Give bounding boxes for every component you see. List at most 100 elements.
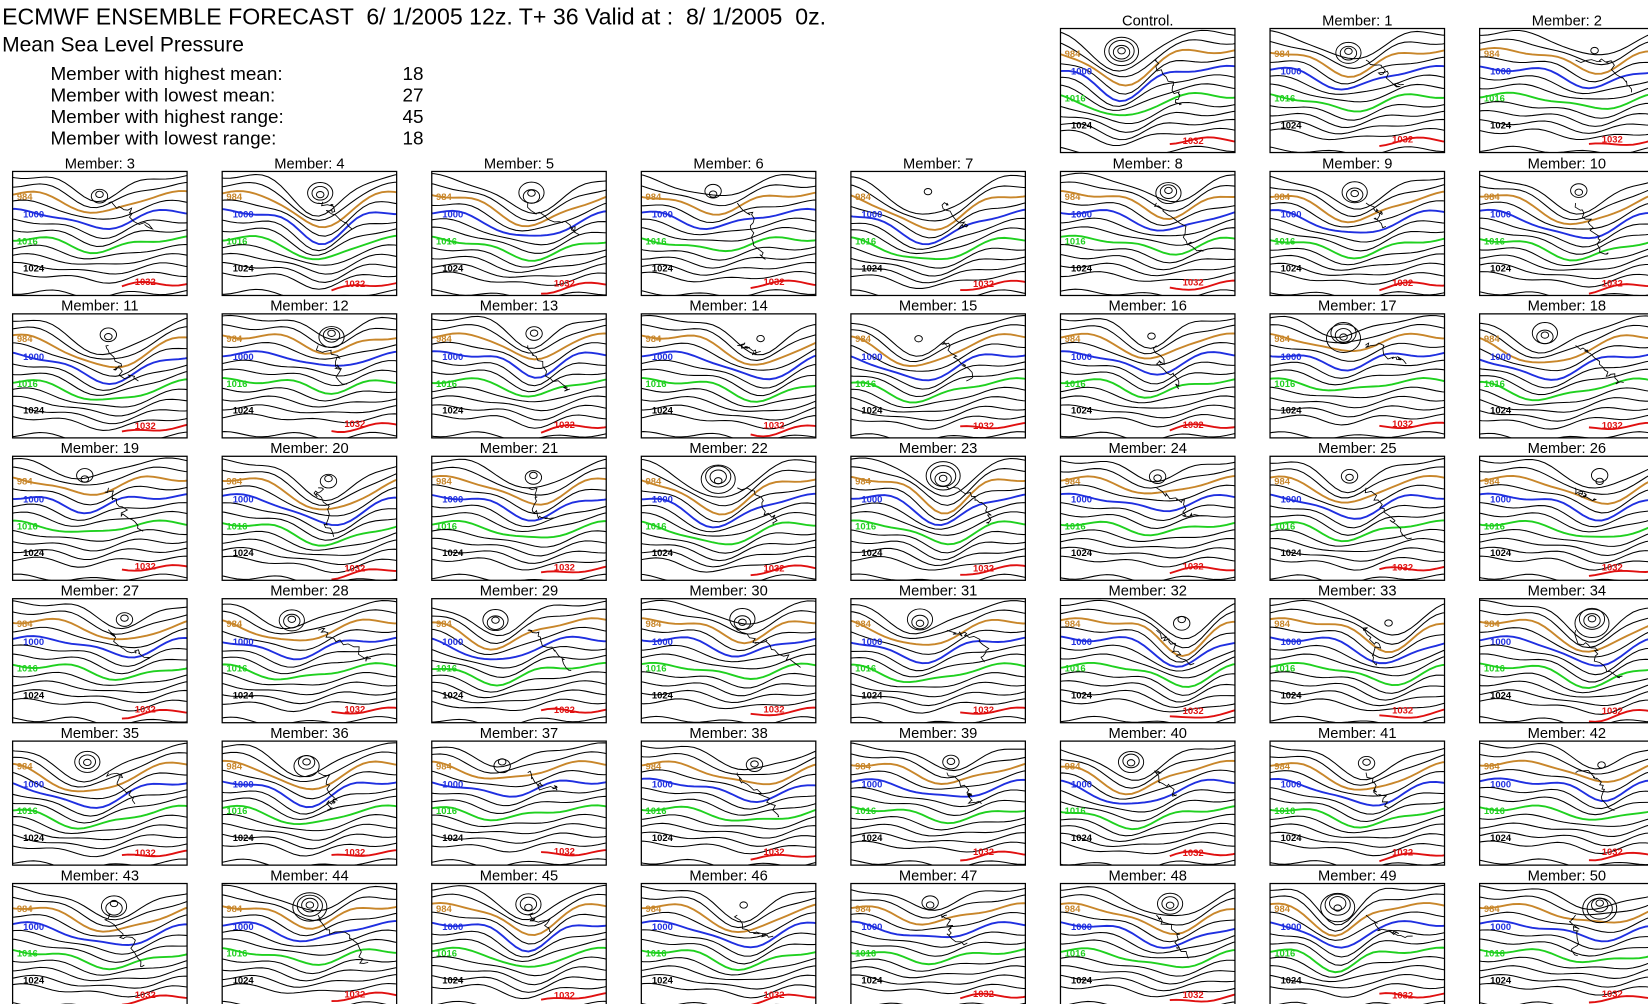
forecast-panel: Member: 129841000101610241032 (218, 299, 401, 441)
panel-map: 9841000101610241032 (1056, 460, 1239, 583)
isobar-line (637, 745, 820, 770)
low-centre (1166, 902, 1174, 908)
coastline (105, 488, 143, 531)
isobar-label: 1016 (1274, 806, 1295, 817)
forecast-panel: Member: 339841000101610241032 (1266, 584, 1449, 727)
forecast-panel: Member: 369841000101610241032 (218, 726, 401, 868)
isobar-label: 1032 (554, 563, 575, 574)
isobar-label: 1024 (442, 833, 464, 844)
isobar-label: 1016 (1065, 94, 1086, 105)
isobar-line (1475, 31, 1648, 55)
panel-grid: Control.9841000101610241032Member: 19841… (8, 13, 1648, 1004)
isobar-line (8, 290, 191, 299)
isobar-label: 1032 (973, 989, 994, 1000)
isobar-label: 1000 (861, 210, 882, 221)
isobar-label: 1032 (1183, 420, 1204, 431)
isobar-line (637, 716, 820, 724)
isobar-line (960, 708, 1029, 714)
isobar-line (1266, 600, 1449, 635)
low-centre (915, 336, 923, 342)
panel-map: 9841000101610241032 (1475, 316, 1648, 443)
isobar-label: 1032 (1602, 278, 1623, 289)
forecast-panel: Member: 289841000101610241032 (218, 584, 401, 726)
isobar-label: 1032 (763, 564, 784, 575)
isobar-label: 1024 (1490, 406, 1512, 417)
low-centre (943, 755, 959, 769)
coastline (1576, 345, 1624, 384)
isobar-label: 1032 (973, 705, 994, 716)
isobar-label: 984 (1274, 334, 1290, 345)
panel-label: Member: 28 (270, 584, 348, 600)
isobar-line (847, 743, 1030, 771)
isobar-label: 1024 (1281, 833, 1303, 844)
isobar-label: 1032 (763, 704, 784, 715)
forecast-panel: Member: 19841000101610241032 (1266, 13, 1449, 155)
panel-label: Member: 17 (1318, 299, 1396, 315)
isobar-label: 1016 (17, 949, 38, 960)
stat-value: 18 (403, 64, 424, 85)
panel-map: 9841000101610241032 (1475, 459, 1648, 582)
isobar-line (331, 569, 400, 579)
isobar-label: 1016 (855, 806, 876, 817)
low-centre (1588, 616, 1596, 622)
stat-value: 18 (403, 129, 424, 150)
panel-map: 9841000101610241032 (847, 601, 1030, 726)
isobar-label: 1000 (861, 922, 882, 933)
panel-label: Member: 35 (61, 726, 139, 742)
panel-label: Member: 27 (61, 584, 139, 600)
isobar-label: 1000 (652, 495, 673, 506)
isobar-label: 1016 (226, 521, 247, 532)
low-centre (530, 330, 538, 336)
isobar-label: 1016 (1274, 949, 1295, 960)
isobar-label: 1000 (233, 210, 254, 221)
isobar-line (1379, 566, 1448, 570)
isobar-line (637, 886, 820, 923)
panel-label: Member: 15 (899, 299, 977, 315)
isobar-line (1266, 957, 1449, 978)
panel-label: Member: 12 (270, 299, 348, 315)
panel-label: Member: 37 (480, 726, 558, 742)
isobar-label: 1032 (1183, 562, 1204, 573)
isobar-label: 1016 (17, 664, 38, 675)
panel-map: 9841000101610241032 (847, 316, 1030, 444)
panel-frame (1060, 741, 1234, 865)
isobar-line (751, 855, 820, 860)
low-centre (528, 190, 536, 196)
isobar-label: 1032 (1183, 990, 1204, 1001)
isobar-line (8, 416, 191, 431)
isobar-line (541, 993, 610, 1000)
isobar-label: 1032 (1183, 136, 1204, 147)
panel-frame (851, 741, 1025, 865)
isobar-label: 984 (1065, 49, 1081, 60)
isobar-line (428, 761, 611, 778)
isobar-label: 1032 (135, 990, 156, 1001)
isobar-line (1379, 709, 1448, 718)
panel-frame (222, 314, 396, 438)
isobar-label: 1032 (135, 277, 156, 288)
isobar-label: 1000 (442, 352, 463, 363)
isobar-line (1475, 76, 1648, 94)
isobar-line (428, 601, 611, 636)
isobar-line (960, 423, 1029, 429)
isobar-line (218, 315, 401, 339)
isobar-label: 1000 (23, 779, 44, 790)
isobar-line (960, 565, 1029, 575)
isobar-label: 1000 (1071, 922, 1092, 933)
isobar-label: 1024 (861, 691, 883, 702)
low-centre (926, 902, 934, 908)
forecast-panel: Member: 219841000101610241032 (428, 441, 611, 582)
isobar-line (637, 754, 820, 775)
panel-map: 9841000101610241032 (8, 317, 191, 442)
isobar-line (847, 930, 1030, 947)
isobar-line (218, 859, 401, 868)
isobar-label: 1000 (1071, 67, 1092, 78)
isobar-line (960, 281, 1029, 290)
low-centre (939, 475, 947, 481)
isobar-label: 1016 (1274, 664, 1295, 675)
isobar-label: 984 (436, 619, 452, 630)
forecast-panel: Member: 409841000101610241032 (1056, 726, 1239, 870)
forecast-panel: Member: 419841000101610241032 (1266, 726, 1449, 870)
panel-label: Member: 36 (270, 726, 348, 742)
